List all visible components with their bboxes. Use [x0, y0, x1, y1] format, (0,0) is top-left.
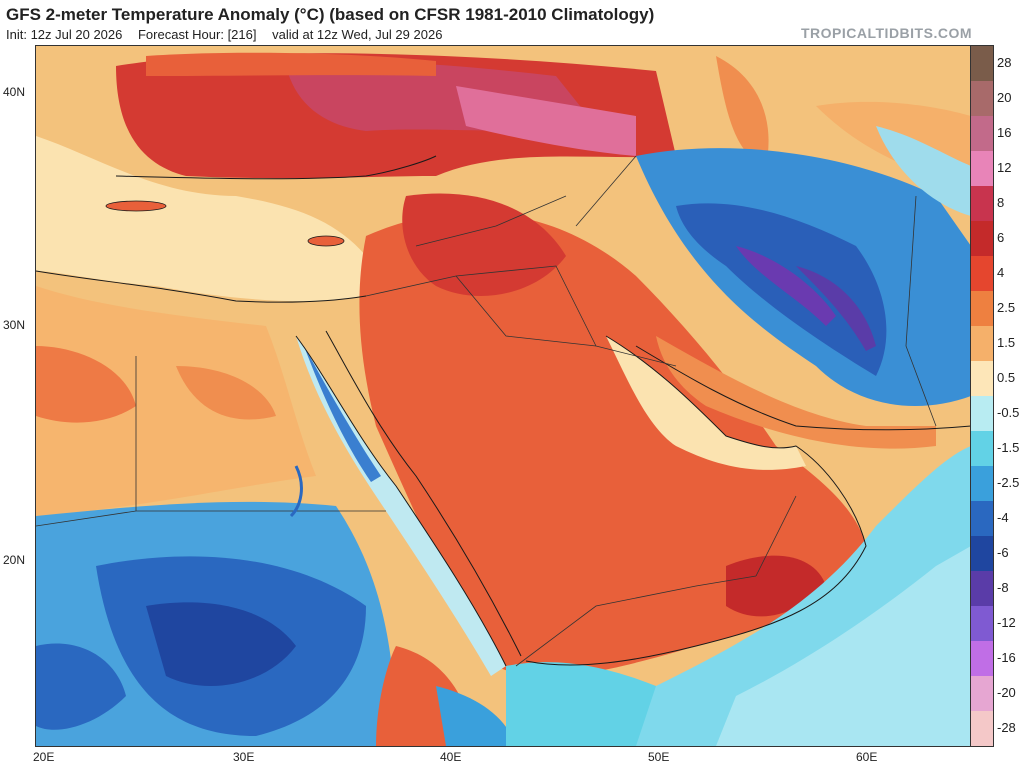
colorbar-label: 4	[997, 264, 1005, 280]
colorbar-segment	[971, 501, 993, 536]
valid-time: valid at 12z Wed, Jul 29 2026	[272, 27, 443, 42]
colorbar-label: -6	[997, 544, 1009, 560]
colorbar-label: -12	[997, 614, 1016, 630]
colorbar-label: 20	[997, 89, 1012, 105]
lat-label-40n: 40N	[3, 85, 26, 99]
colorbar-segment	[971, 116, 993, 151]
colorbar-segment	[971, 676, 993, 711]
colorbar-label: 1.5	[997, 334, 1016, 350]
colorbar-label: 12	[997, 159, 1012, 175]
colorbar-label: -1.5	[997, 439, 1020, 455]
colorbar-segment	[971, 291, 993, 326]
forecast-hour: Forecast Hour: [216]	[137, 27, 257, 42]
anomaly-map	[36, 46, 971, 746]
colorbar-segment	[971, 396, 993, 431]
colorbar-segment	[971, 46, 993, 81]
colorbar-segment	[971, 81, 993, 116]
lon-label-40e: 40E	[440, 750, 462, 764]
colorbar-label: -20	[997, 684, 1016, 700]
colorbar-label: 8	[997, 194, 1005, 210]
init-time: Init: 12z Jul 20 2026	[6, 27, 123, 42]
lon-label-20e: 20E	[33, 750, 55, 764]
colorbar-segment	[971, 641, 993, 676]
map-panel	[35, 45, 972, 747]
colorbar-label: 16	[997, 124, 1012, 140]
colorbar-label: 2.5	[997, 299, 1016, 315]
colorbar-label: -28	[997, 719, 1016, 735]
colorbar-segment	[971, 606, 993, 641]
colorbar	[970, 45, 994, 747]
map-title: GFS 2-meter Temperature Anomaly (°C) (ba…	[6, 5, 655, 24]
lat-label-30n: 30N	[3, 318, 26, 332]
colorbar-label: 0.5	[997, 369, 1016, 385]
lat-label-20n: 20N	[3, 553, 26, 567]
colorbar-segment	[971, 466, 993, 501]
colorbar-segment	[971, 711, 993, 746]
colorbar-segment	[971, 221, 993, 256]
colorbar-segment	[971, 326, 993, 361]
colorbar-segment	[971, 431, 993, 466]
colorbar-label: -4	[997, 509, 1009, 525]
colorbar-label: 28	[997, 54, 1012, 70]
lon-label-50e: 50E	[648, 750, 670, 764]
colorbar-segment	[971, 151, 993, 186]
colorbar-segment	[971, 361, 993, 396]
colorbar-segment	[971, 571, 993, 606]
map-subtitle: Init: 12z Jul 20 2026 Forecast Hour: [21…	[6, 27, 454, 42]
brand-watermark: TROPICALTIDBITS.COM	[800, 25, 972, 41]
colorbar-segment	[971, 256, 993, 291]
colorbar-label: -8	[997, 579, 1009, 595]
colorbar-label: -2.5	[997, 474, 1020, 490]
lon-label-30e: 30E	[233, 750, 255, 764]
colorbar-label: -16	[997, 649, 1016, 665]
colorbar-segment	[971, 186, 993, 221]
colorbar-segment	[971, 536, 993, 571]
lon-label-60e: 60E	[856, 750, 878, 764]
colorbar-label: -0.5	[997, 404, 1020, 420]
colorbar-label: 6	[997, 229, 1005, 245]
